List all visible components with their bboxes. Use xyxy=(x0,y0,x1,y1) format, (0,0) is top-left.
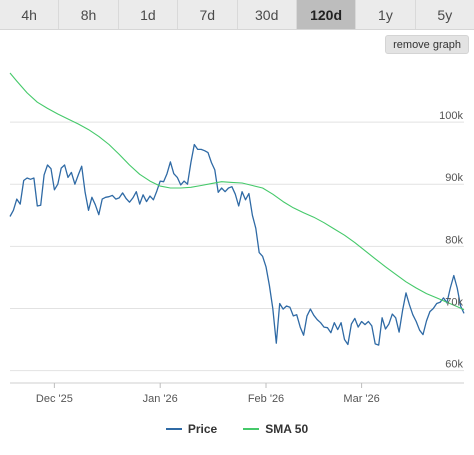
tab-120d[interactable]: 120d xyxy=(296,0,357,29)
remove-graph-button[interactable]: remove graph xyxy=(385,35,469,54)
tab-1d[interactable]: 1d xyxy=(119,0,179,29)
x-tick-label: Dec '25 xyxy=(36,393,73,405)
grid-lines xyxy=(10,121,464,384)
y-tick-label: 100k xyxy=(439,110,463,122)
tab-30d[interactable]: 30d xyxy=(238,0,297,29)
legend-label-price: Price xyxy=(187,422,218,436)
legend-label-sma: SMA 50 xyxy=(265,422,309,436)
y-tick-label: 90k xyxy=(445,172,463,184)
sma50-series-line xyxy=(9,72,465,311)
tab-5y[interactable]: 5y xyxy=(437,6,453,23)
legend-item-sma[interactable]: SMA 50 xyxy=(243,422,308,436)
timeframe-tabs: 4h 8h 1d 7d 30d 120d 1y 5y xyxy=(0,0,474,30)
x-tick-label: Feb '26 xyxy=(248,393,284,405)
tab-8h[interactable]: 8h xyxy=(59,0,119,29)
price-series-line xyxy=(9,143,465,346)
y-axis-ticks: 60k 70k 80k 90k 100k xyxy=(439,110,463,370)
legend-item-price[interactable]: Price xyxy=(165,422,218,436)
tab-1y[interactable]: 1y xyxy=(356,0,416,29)
x-axis-ticks: Dec '25 Jan '26 Feb '26 Mar '26 xyxy=(36,383,380,405)
y-tick-label: 60k xyxy=(445,359,463,371)
y-tick-label: 70k xyxy=(445,296,463,308)
tab-7d[interactable]: 7d xyxy=(178,0,238,29)
series-lines xyxy=(9,72,465,346)
legend-swatch-price xyxy=(165,428,182,430)
chart-legend: Price SMA 50 xyxy=(0,420,474,438)
x-tick-label: Jan '26 xyxy=(143,393,178,405)
y-tick-label: 80k xyxy=(445,234,463,246)
legend-swatch-sma xyxy=(243,428,260,430)
x-tick-label: Mar '26 xyxy=(343,393,379,405)
tab-4h[interactable]: 4h xyxy=(0,0,60,29)
